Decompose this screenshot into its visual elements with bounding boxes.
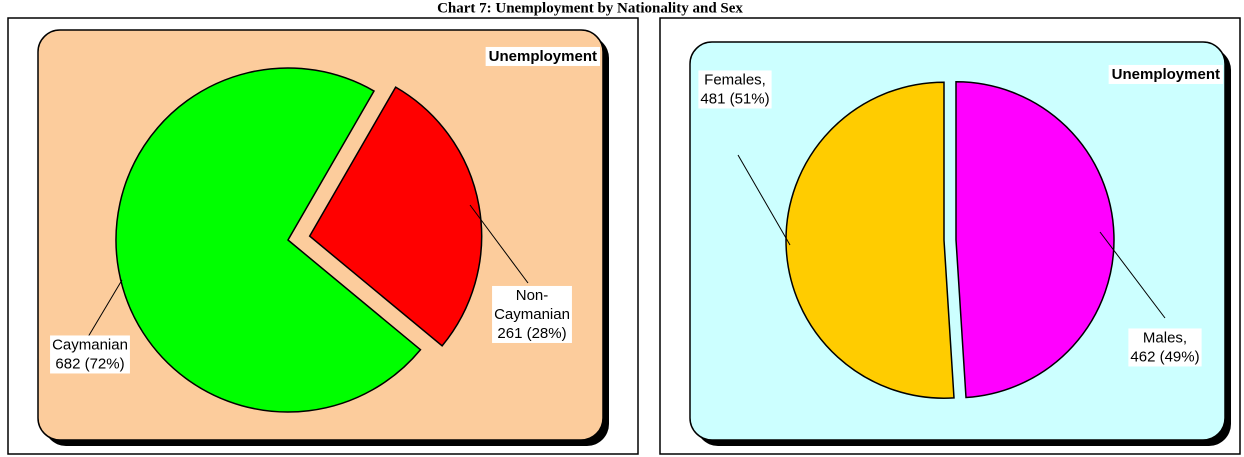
category-label: Males, — [1143, 329, 1187, 346]
leader-line — [469, 204, 529, 284]
leader-line — [1099, 231, 1166, 319]
chart-title-bg — [485, 46, 600, 66]
data-label: Non-Caymanian 261 (28%) — [492, 285, 572, 343]
title-bg — [310, 0, 870, 17]
data-label: Females, 481 (51%) — [698, 70, 772, 109]
data-label-bg — [492, 285, 572, 343]
data-label-bg — [50, 335, 130, 374]
pie-slice — [115, 67, 422, 413]
chart-title: Unemployment — [489, 48, 597, 65]
data-label: Males, 462 (49%) — [1128, 328, 1202, 367]
pie-slice — [785, 81, 955, 399]
chart-title-bg — [1108, 64, 1223, 84]
data-label-bg — [698, 70, 772, 109]
data-label: Caymanian 682 (72%) — [50, 335, 130, 374]
value-label: 261 (28%) — [497, 325, 566, 342]
leader-line — [737, 154, 791, 246]
leader-line — [87, 279, 123, 338]
data-label-bg — [1128, 328, 1202, 367]
value-label: 462 (49%) — [1130, 348, 1199, 365]
value-label: 682 (72%) — [55, 355, 124, 372]
pie-slice — [955, 81, 1115, 399]
pie-slice — [308, 86, 483, 347]
category-label: Females, — [704, 71, 766, 88]
page-title: Chart 7: Unemployment by Nationality and… — [437, 0, 743, 16]
category-label: Non-Caymanian — [494, 287, 570, 323]
chart-title: Unemployment — [1112, 66, 1220, 83]
category-label: Caymanian — [52, 336, 128, 353]
value-label: 481 (51%) — [700, 90, 769, 107]
